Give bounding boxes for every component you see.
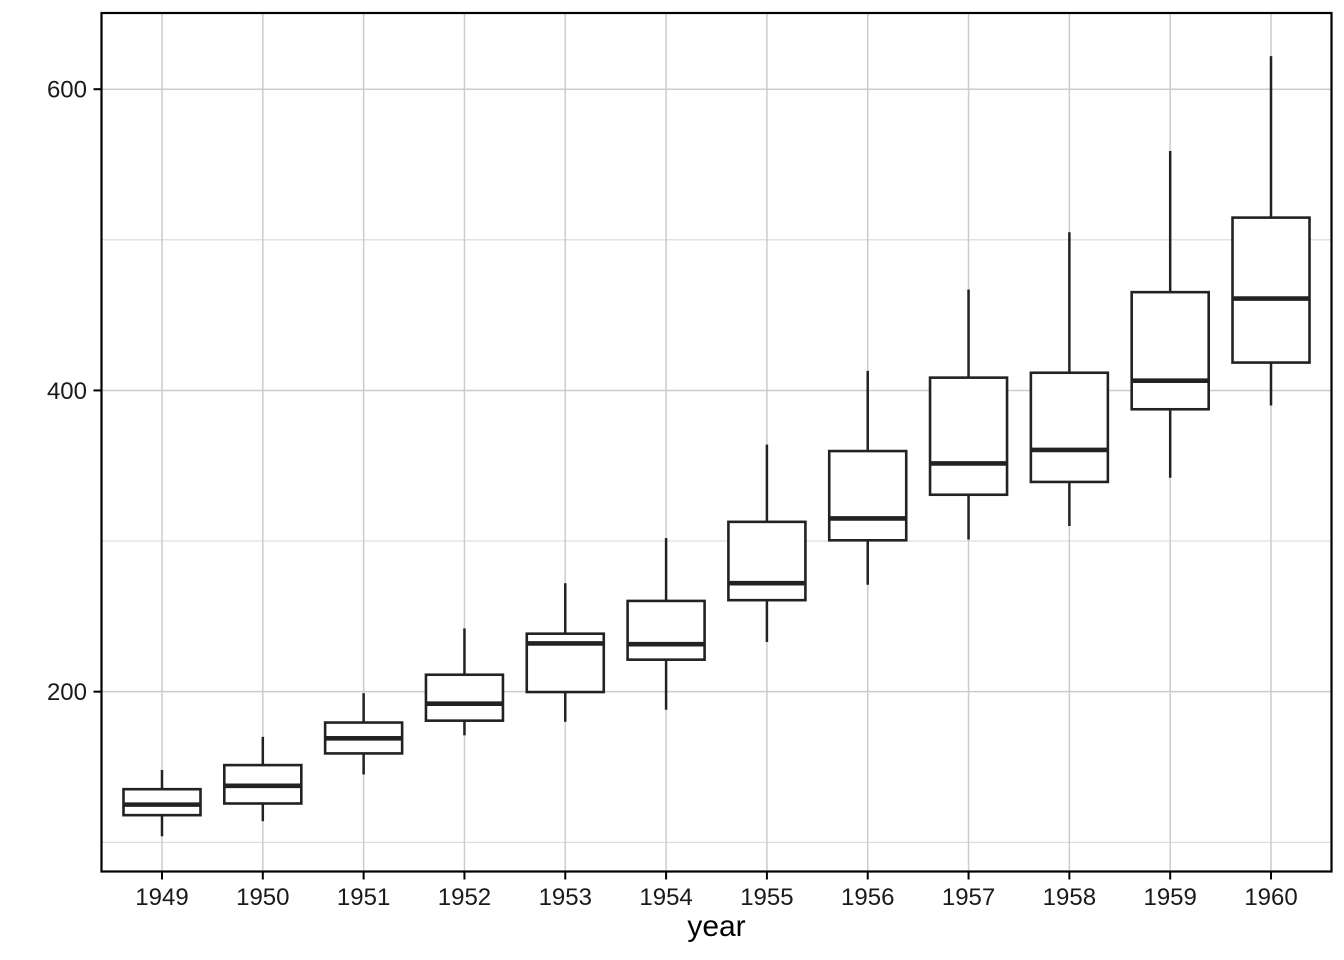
- boxplot-box: [1130, 290, 1210, 411]
- boxplot-box: [727, 520, 807, 602]
- grid-layer: [101, 13, 1332, 872]
- y-tick-label: 600: [47, 77, 87, 104]
- x-tick-label: 1960: [1244, 884, 1297, 911]
- boxplot-group-1950: [223, 736, 303, 822]
- axis-layer: 200 400 600 1949 1950 1951 1952 1953 1954 1955 195…: [47, 77, 1298, 911]
- x-tick-label: 1956: [841, 884, 894, 911]
- boxplot-group-1952: [424, 628, 505, 736]
- x-tick-label: 1950: [236, 884, 289, 911]
- panel-border: [100, 11, 1333, 873]
- boxplot-group-1957: [928, 289, 1009, 540]
- boxplot-group-1958: [1029, 232, 1110, 526]
- x-tick-label: 1958: [1043, 884, 1096, 911]
- box-layer: [122, 56, 1311, 837]
- x-tick-label: 1951: [337, 884, 390, 911]
- boxplot-group-1951: [323, 693, 404, 775]
- boxplot-group-1953: [525, 583, 606, 722]
- x-tick-label: 1954: [639, 884, 692, 911]
- x-tick-label: 1953: [539, 884, 592, 911]
- y-tick-label: 200: [47, 679, 87, 706]
- boxplot-box: [424, 673, 505, 722]
- x-axis-title: year: [687, 910, 745, 943]
- boxplot-group-1955: [727, 444, 807, 642]
- boxplot-box: [626, 599, 706, 661]
- y-tick-label: 400: [47, 378, 87, 405]
- boxplot-group-1956: [827, 370, 908, 585]
- boxplot-box: [1029, 371, 1110, 484]
- x-tick-label: 1959: [1143, 884, 1196, 911]
- boxplot-group-1960: [1231, 56, 1311, 406]
- boxplot-box: [827, 449, 908, 542]
- boxplot-box: [1231, 216, 1311, 364]
- boxplot-group-1949: [122, 769, 202, 837]
- boxplot-group-1954: [626, 538, 706, 710]
- x-tick-label: 1949: [135, 884, 188, 911]
- boxplot-group-1959: [1130, 150, 1210, 478]
- x-tick-label: 1952: [438, 884, 491, 911]
- x-tick-label: 1955: [740, 884, 793, 911]
- boxplot-box: [928, 376, 1009, 497]
- x-tick-label: 1957: [942, 884, 995, 911]
- boxplot-box: [122, 787, 202, 817]
